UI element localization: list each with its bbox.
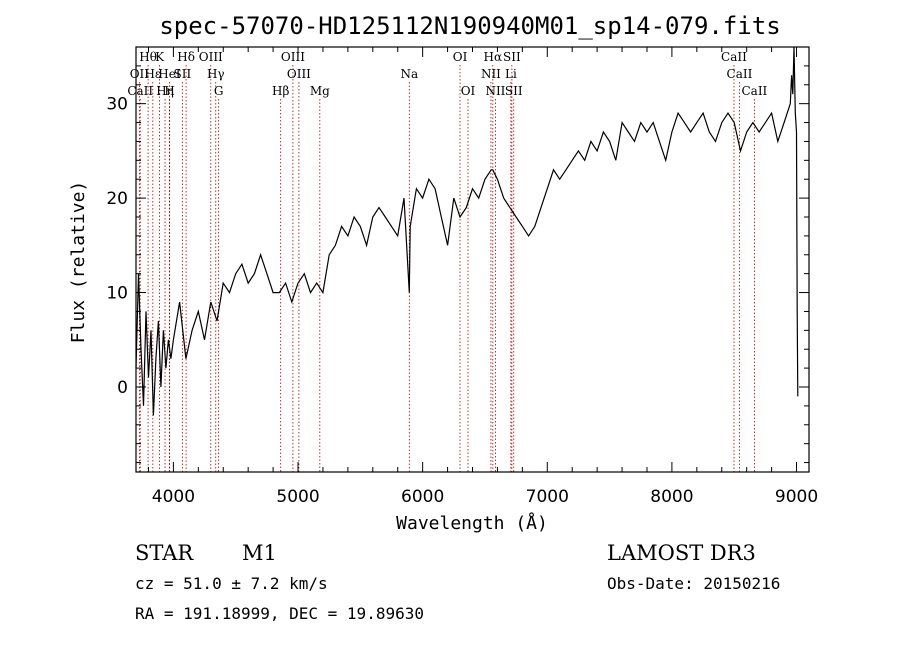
spectrum-line	[135, 46, 799, 416]
survey-name: LAMOST DR3	[607, 541, 756, 565]
spectral-line-label: Hγ	[207, 67, 225, 81]
spectral-line-label: SII	[503, 50, 521, 64]
x-tick-label: 6000	[401, 487, 444, 507]
spectral-line-markers	[138, 65, 755, 472]
redshift-readout: cz = 51.0 ± 7.2 km/s	[135, 574, 328, 593]
spectral-line-label: G	[214, 84, 224, 98]
spectral-line-label: CaII	[741, 84, 767, 98]
plot-frame	[135, 46, 810, 473]
chart-title: spec-57070-HD125112N190940M01_sp14-079.f…	[159, 12, 780, 40]
spectral-line-label: H	[164, 84, 174, 98]
x-tick-label: 7000	[526, 487, 569, 507]
spectral-line-label: Hη	[156, 84, 174, 98]
spectral-line-label: OIII	[287, 67, 311, 81]
spectral-line-label: OI	[453, 50, 468, 64]
spectral-line-label: OIII	[281, 50, 305, 64]
x-tick-label: 4000	[152, 487, 195, 507]
spectral-line-label: CaII	[721, 50, 747, 64]
spectral-line-label: Hδ	[177, 50, 195, 64]
spectral-line-label: SII	[174, 67, 192, 81]
x-axis-ticks: 4000 5000 6000 7000 8000 9000	[147, 47, 818, 507]
x-tick-label: 8000	[650, 487, 693, 507]
spectral-line-label: HeI	[158, 67, 181, 81]
spectral-line-label: OI	[461, 84, 476, 98]
y-tick-label: 0	[117, 378, 128, 398]
spectral-line-label: Na	[400, 67, 418, 81]
spectral-line-label: SII	[505, 84, 523, 98]
spectral-line-label: Li	[505, 67, 517, 81]
x-axis-label: Wavelength (Å)	[396, 512, 548, 534]
y-tick-label: 20	[106, 189, 128, 209]
object-type: STAR	[135, 541, 194, 565]
spectral-line-label: NII	[481, 67, 501, 81]
y-axis-label: Flux (relative)	[68, 181, 89, 344]
spectral-line-label: CaII	[127, 84, 153, 98]
spectral-line-label: OIII	[199, 50, 223, 64]
obs-date: Obs-Date: 20150216	[607, 574, 780, 593]
y-tick-label: 10	[106, 284, 128, 304]
y-axis-ticks: 0 10 20 30	[106, 46, 809, 464]
spectral-line-label: Hθ	[139, 50, 157, 64]
y-tick-label: 30	[106, 95, 128, 115]
x-tick-label: 9000	[775, 487, 818, 507]
spectral-line-label: Hα	[484, 50, 503, 64]
spectral-line-label: NII	[485, 84, 505, 98]
object-subclass: M1	[242, 541, 277, 565]
spectral-line-label: OII	[130, 67, 150, 81]
coordinates: RA = 191.18999, DEC = 19.89630	[135, 604, 424, 623]
spectral-line-label: CaII	[727, 67, 753, 81]
x-tick-label: 5000	[276, 487, 319, 507]
spectral-line-label: Mg	[310, 84, 330, 98]
spectral-line-label: Hε	[144, 67, 161, 81]
spectral-line-label: Hβ	[272, 84, 289, 98]
spectral-line-label: K	[155, 50, 165, 64]
